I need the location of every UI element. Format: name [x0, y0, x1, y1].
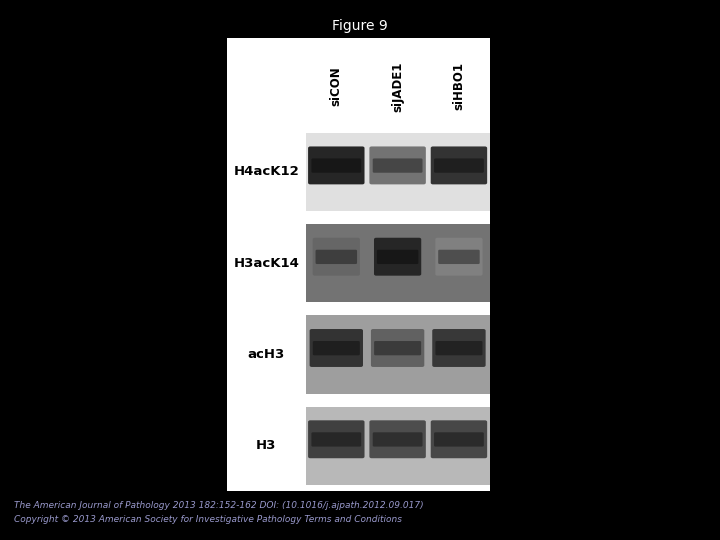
FancyBboxPatch shape — [373, 433, 423, 447]
FancyBboxPatch shape — [308, 420, 364, 458]
FancyBboxPatch shape — [310, 329, 363, 367]
Text: H3: H3 — [256, 439, 276, 453]
FancyBboxPatch shape — [312, 238, 360, 275]
FancyBboxPatch shape — [308, 146, 364, 184]
Text: Copyright © 2013 American Society for Investigative Pathology Terms and Conditio: Copyright © 2013 American Society for In… — [14, 515, 402, 524]
FancyBboxPatch shape — [312, 158, 361, 173]
FancyBboxPatch shape — [436, 238, 482, 275]
FancyBboxPatch shape — [371, 329, 424, 367]
FancyBboxPatch shape — [431, 420, 487, 458]
Text: H4acK12: H4acK12 — [233, 165, 299, 178]
Text: siJADE1: siJADE1 — [391, 61, 404, 112]
FancyBboxPatch shape — [312, 433, 361, 447]
FancyBboxPatch shape — [434, 158, 484, 173]
Text: The American Journal of Pathology 2013 182:152-162 DOI: (10.1016/j.ajpath.2012.0: The American Journal of Pathology 2013 1… — [14, 501, 424, 510]
FancyBboxPatch shape — [373, 158, 423, 173]
FancyBboxPatch shape — [312, 341, 360, 355]
FancyBboxPatch shape — [369, 420, 426, 458]
FancyBboxPatch shape — [315, 249, 357, 264]
Bar — [305, 407, 490, 485]
Bar — [305, 224, 490, 302]
Bar — [227, 38, 490, 491]
FancyBboxPatch shape — [431, 146, 487, 184]
Text: Figure 9: Figure 9 — [332, 19, 388, 33]
FancyBboxPatch shape — [432, 329, 485, 367]
FancyBboxPatch shape — [438, 249, 480, 264]
FancyBboxPatch shape — [436, 341, 482, 355]
Bar — [305, 133, 490, 211]
FancyBboxPatch shape — [377, 249, 418, 264]
Bar — [305, 315, 490, 394]
FancyBboxPatch shape — [374, 341, 421, 355]
Text: siCON: siCON — [330, 66, 343, 106]
Text: H3acK14: H3acK14 — [233, 256, 299, 269]
FancyBboxPatch shape — [434, 433, 484, 447]
Text: siHBO1: siHBO1 — [452, 63, 465, 111]
FancyBboxPatch shape — [374, 238, 421, 275]
FancyBboxPatch shape — [369, 146, 426, 184]
Text: acH3: acH3 — [248, 348, 285, 361]
